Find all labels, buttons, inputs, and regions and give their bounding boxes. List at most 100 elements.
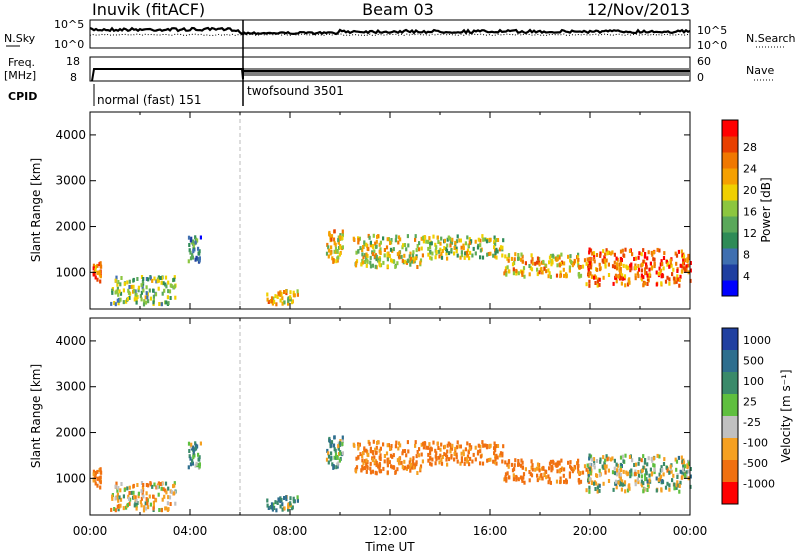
heatmap-cell <box>424 235 427 240</box>
heatmap-cell <box>488 237 491 242</box>
heatmap-cell <box>556 469 559 474</box>
heatmap-cell <box>493 441 496 446</box>
heatmap-cell <box>664 485 668 490</box>
heatmap-cell <box>199 235 202 240</box>
heatmap-cell <box>414 440 417 445</box>
colorbar-tick-label: 20 <box>743 184 757 197</box>
heatmap-cell <box>369 264 373 269</box>
heatmap-cell <box>279 499 282 504</box>
heatmap-cell <box>675 459 679 464</box>
heatmap-cell <box>278 497 281 502</box>
heatmap-cell <box>679 480 682 485</box>
heatmap-cell <box>666 468 669 473</box>
heatmap-cell <box>678 489 681 494</box>
heatmap-cell <box>430 256 433 261</box>
heatmap-cell <box>389 447 392 451</box>
heatmap-cell <box>588 250 591 255</box>
heatmap-cell <box>409 256 413 261</box>
heatmap-cell <box>166 501 169 506</box>
heatmap-cell <box>386 264 389 269</box>
heatmap-cell <box>99 274 102 279</box>
heatmap-cell <box>393 259 396 264</box>
nsearch-label: N.Search <box>746 32 796 45</box>
heatmap-cell <box>517 462 520 467</box>
heatmap-cell <box>438 254 441 259</box>
heatmap-cell <box>596 267 599 272</box>
heatmap-cell <box>273 506 276 510</box>
heatmap-cell <box>127 288 130 293</box>
heatmap-cell <box>434 255 437 260</box>
heatmap-cell <box>565 480 568 485</box>
heatmap-cell <box>194 446 197 451</box>
heatmap-cell <box>604 252 607 257</box>
heatmap-cell <box>460 451 463 456</box>
heatmap-cell <box>116 495 119 500</box>
heatmap-cell <box>331 256 334 261</box>
heatmap-cell <box>659 474 663 479</box>
heatmap-cell <box>623 274 627 279</box>
heatmap-cell <box>197 452 200 457</box>
heatmap-cell <box>446 462 449 467</box>
heatmap-cell <box>577 458 580 463</box>
x-tick-label: 04:00 <box>173 524 208 538</box>
heatmap-cell <box>387 237 390 242</box>
heatmap-cell <box>98 476 101 481</box>
velocity-y-axis-label: Slant Range [km] <box>29 364 43 468</box>
heatmap-cell <box>123 487 126 492</box>
heatmap-cell <box>507 258 510 263</box>
heatmap-cell <box>596 485 599 490</box>
heatmap-cell <box>410 259 413 264</box>
heatmap-cell <box>337 238 340 243</box>
heatmap-cell <box>146 295 149 300</box>
heatmap-cell <box>555 256 558 261</box>
heatmap-cell <box>266 297 269 302</box>
heatmap-cell <box>593 481 596 486</box>
heatmap-cell <box>382 236 385 241</box>
heatmap-cell <box>673 280 676 285</box>
heatmap-cell <box>96 476 99 481</box>
heatmap-cell <box>595 253 599 257</box>
heatmap-cell <box>287 297 290 302</box>
heatmap-cell <box>592 462 595 467</box>
heatmap-cell <box>391 465 394 470</box>
heatmap-cell <box>440 236 443 241</box>
colorbar-segment <box>722 328 738 351</box>
heatmap-cell <box>358 236 361 241</box>
heatmap-cell <box>192 445 195 450</box>
heatmap-cell <box>361 466 365 471</box>
heatmap-cell <box>389 453 393 458</box>
heatmap-cell <box>165 490 168 495</box>
heatmap-cell <box>266 292 269 297</box>
heatmap-cell <box>637 274 640 279</box>
heatmap-cell <box>365 448 368 453</box>
heatmap-cell <box>494 251 497 256</box>
heatmap-cell <box>577 272 581 276</box>
heatmap-cell <box>197 246 200 251</box>
heatmap-cell <box>144 501 147 506</box>
heatmap-cell <box>645 477 648 482</box>
heatmap-cell <box>99 480 102 485</box>
heatmap-cell <box>476 245 480 250</box>
heatmap-cell <box>517 253 520 257</box>
heatmap-cell <box>191 255 194 260</box>
heatmap-cell <box>145 277 148 281</box>
heatmap-cell <box>453 251 456 256</box>
heatmap-cell <box>154 498 158 503</box>
heatmap-cell <box>145 497 148 502</box>
heatmap-cell <box>270 502 274 507</box>
heatmap-cell <box>126 502 129 507</box>
heatmap-cell <box>568 265 571 270</box>
heatmap-cell <box>447 457 451 462</box>
heatmap-cell <box>369 255 372 260</box>
heatmap-cell <box>680 249 683 254</box>
heatmap-cell <box>592 256 595 261</box>
heatmap-cell <box>339 439 342 444</box>
heatmap-cell <box>198 462 201 467</box>
heatmap-cell <box>189 256 193 261</box>
heatmap-cell <box>287 507 290 512</box>
heatmap-cell <box>504 460 507 465</box>
heatmap-cell <box>429 242 432 246</box>
heatmap-cell <box>140 290 143 295</box>
cpid-mode-2: twofsound 3501 <box>247 84 344 98</box>
heatmap-cell <box>672 267 675 272</box>
